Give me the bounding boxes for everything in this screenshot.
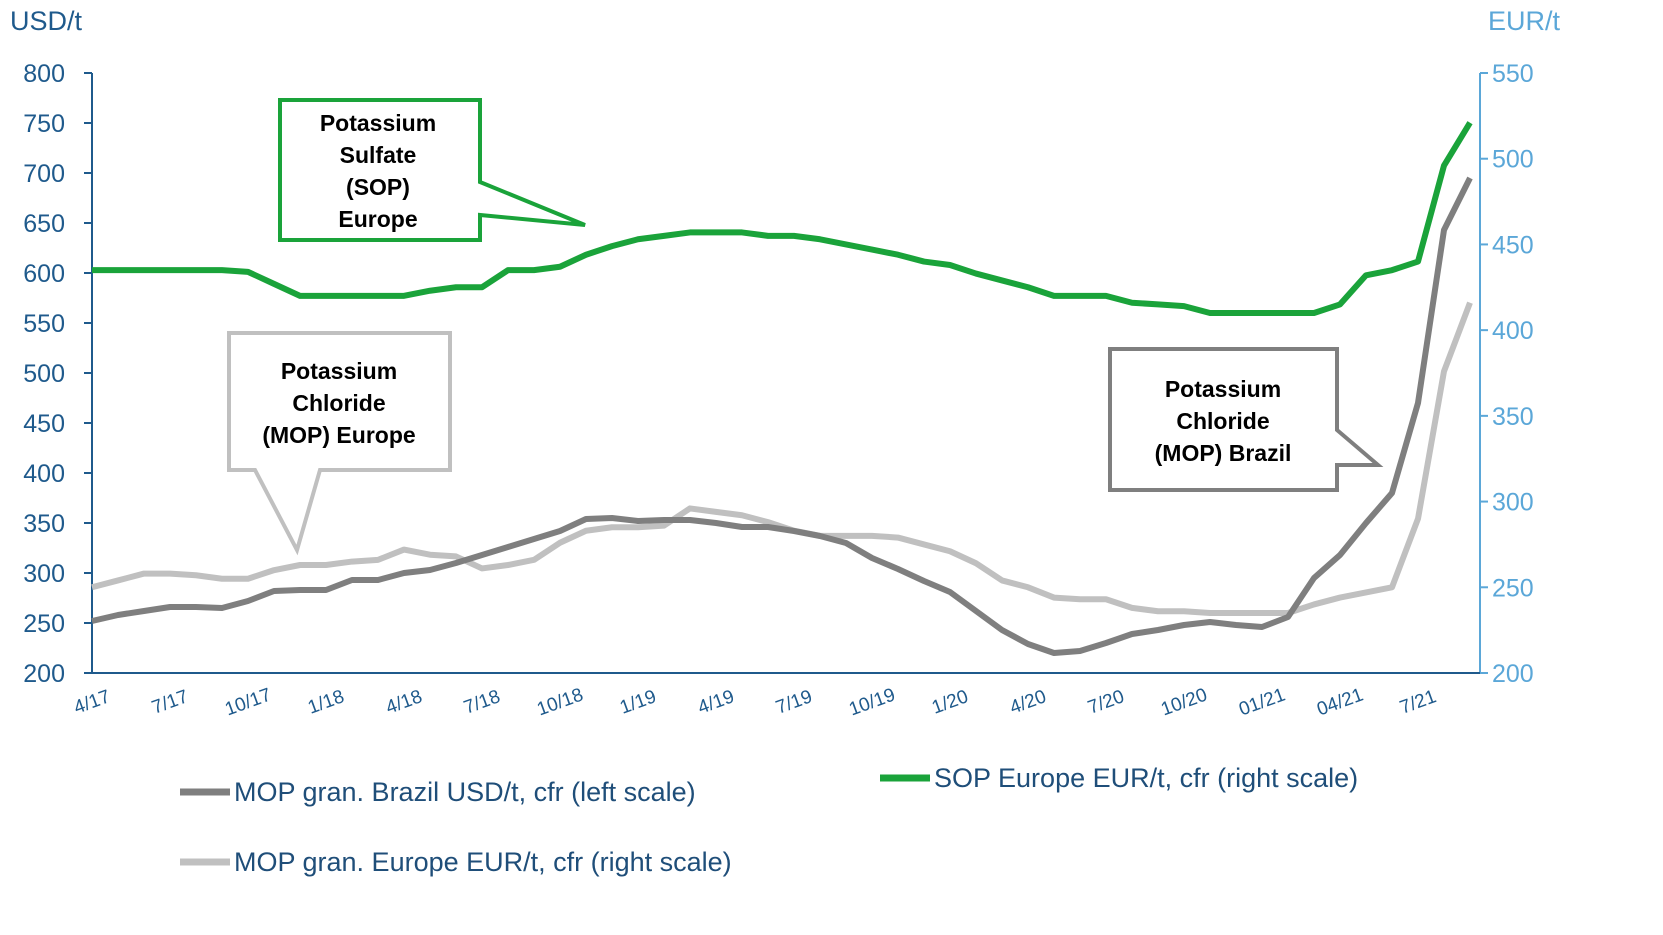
x-tick-label: 01/21	[1236, 684, 1288, 720]
x-tick-label: 4/18	[383, 686, 425, 718]
y2-tick-label: 500	[1492, 146, 1534, 174]
x-tick-label: 10/17	[222, 684, 274, 720]
y-tick-label: 600	[23, 260, 65, 288]
x-tick-label: 10/18	[534, 684, 586, 720]
y-tick-label: 500	[23, 360, 65, 388]
y-tick-label: 800	[23, 60, 65, 88]
x-tick-label: 1/20	[929, 686, 971, 718]
callout-text: Potassium	[1165, 376, 1281, 402]
x-tick-label: 04/21	[1314, 684, 1366, 720]
y-tick-label: 400	[23, 460, 65, 488]
x-tick-label: 7/20	[1085, 686, 1127, 718]
y-tick-label: 250	[23, 610, 65, 638]
callout-text: Potassium	[281, 358, 397, 384]
y-axis-label: USD/t	[10, 6, 83, 36]
x-tick-label: 4/19	[695, 686, 737, 718]
callout-text: Chloride	[292, 390, 385, 416]
x-tick-label: 7/19	[773, 686, 815, 718]
x-tick-label: 4/17	[71, 686, 113, 718]
y2-tick-label: 250	[1492, 574, 1534, 602]
callout-box	[227, 331, 452, 556]
callout-box	[1108, 347, 1384, 492]
x-tick-label: 10/19	[846, 684, 898, 720]
x-tick-label: 1/19	[617, 686, 659, 718]
y2-tick-label: 300	[1492, 489, 1534, 517]
x-tick-label: 7/18	[461, 686, 503, 718]
y-tick-label: 450	[23, 410, 65, 438]
data-line	[92, 121, 1473, 316]
y-tick-label: 700	[23, 160, 65, 188]
y-tick-label: 550	[23, 310, 65, 338]
callout-text: Chloride	[1176, 408, 1269, 434]
x-tick-label: 4/20	[1007, 686, 1049, 718]
x-tick-label: 10/20	[1158, 684, 1210, 720]
callout-text: Europe	[338, 206, 417, 232]
callout-text: Potassium	[320, 110, 436, 136]
y-tick-label: 650	[23, 210, 65, 238]
callout-text: (MOP) Brazil	[1155, 440, 1292, 466]
y2-tick-label: 450	[1492, 231, 1534, 259]
callout-text: (SOP)	[346, 174, 410, 200]
legend-label: MOP gran. Brazil USD/t, cfr (left scale)	[234, 777, 696, 807]
data-line	[91, 176, 1473, 656]
callout-box	[278, 98, 586, 242]
x-tick-label: 7/21	[1397, 686, 1439, 718]
legend-label: SOP Europe EUR/t, cfr (right scale)	[934, 763, 1358, 793]
y2-axis-label: EUR/t	[1488, 6, 1561, 36]
legend-label: MOP gran. Europe EUR/t, cfr (right scale…	[234, 847, 732, 877]
y2-tick-label: 200	[1492, 660, 1534, 688]
y-tick-label: 350	[23, 510, 65, 538]
y2-tick-label: 400	[1492, 317, 1534, 345]
callout-text: Sulfate	[340, 142, 417, 168]
y-tick-label: 750	[23, 110, 65, 138]
y-tick-label: 200	[23, 660, 65, 688]
x-tick-label: 1/18	[305, 686, 347, 718]
callout-text: (MOP) Europe	[262, 422, 415, 448]
x-tick-label: 7/17	[149, 686, 191, 718]
y2-tick-label: 350	[1492, 403, 1534, 431]
y-tick-label: 300	[23, 560, 65, 588]
y2-tick-label: 550	[1492, 60, 1534, 88]
